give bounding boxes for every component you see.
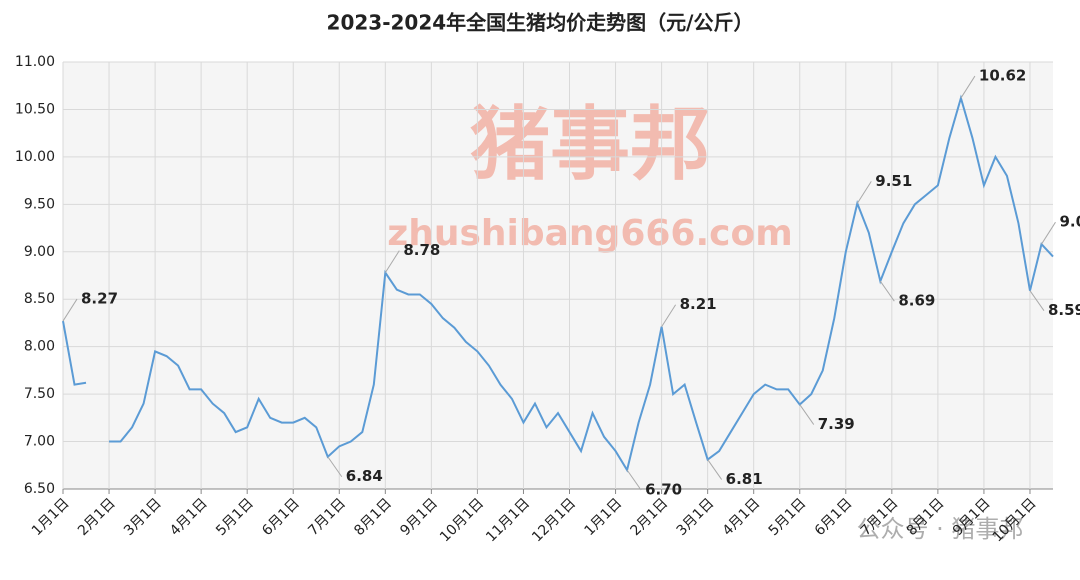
data-label: 8.21 <box>680 295 717 313</box>
leader-line <box>1041 221 1056 245</box>
y-tick-label: 11.00 <box>15 54 55 70</box>
leader-line <box>661 304 677 328</box>
x-tick-label: 4月1日 <box>167 495 211 539</box>
leader-line <box>62 298 78 322</box>
x-tick-label: 10月1日 <box>437 495 487 545</box>
y-tick-label: 10.00 <box>15 149 55 165</box>
x-tick-label: 1月1日 <box>581 495 625 539</box>
x-tick-label: 2月1日 <box>628 495 672 539</box>
data-label: 6.84 <box>346 467 383 485</box>
x-tick-label: 4月1日 <box>720 495 764 539</box>
leader-line <box>879 280 895 302</box>
leader-line <box>707 459 723 480</box>
leader-line <box>626 469 642 491</box>
x-tick-label: 2月1日 <box>75 495 119 539</box>
x-tick-label: 1月1日 <box>29 495 73 539</box>
data-label: 6.70 <box>645 481 682 499</box>
y-tick-label: 7.00 <box>24 434 55 450</box>
x-tick-label: 12月1日 <box>529 495 579 545</box>
data-label: 8.27 <box>81 290 118 308</box>
data-label: 10.62 <box>979 67 1026 85</box>
data-label: 6.81 <box>726 470 763 488</box>
line <box>109 94 1054 473</box>
x-tick-label: 5月1日 <box>766 495 810 539</box>
x-tick-label: 8月1日 <box>351 495 395 539</box>
x-tick-label: 6月1日 <box>812 495 856 539</box>
y-tick-label: 8.50 <box>24 291 55 307</box>
line <box>62 320 87 386</box>
watermark: zhushibang666.com <box>387 213 792 254</box>
x-tick-label: 9月1日 <box>397 495 441 539</box>
leader-line <box>960 75 976 99</box>
y-tick-label: 9.00 <box>24 244 55 260</box>
watermark: 公众号 · 猪事邦 <box>857 515 1024 543</box>
data-label: 8.78 <box>403 241 440 259</box>
data-label: 7.39 <box>818 415 855 433</box>
y-tick-label: 8.00 <box>24 339 55 355</box>
leader-line <box>856 181 872 204</box>
watermark: 猪事邦 <box>470 98 710 191</box>
x-tick-label: 3月1日 <box>121 495 165 539</box>
x-tick-label: 3月1日 <box>674 495 718 539</box>
leader-line <box>1029 290 1045 311</box>
chart-title: 2023-2024年全国生猪均价走势图（元/公斤） <box>327 11 754 35</box>
data-label: 9.51 <box>875 172 912 190</box>
x-tick-label: 7月1日 <box>305 495 349 539</box>
x-tick-label: 5月1日 <box>213 495 257 539</box>
x-tick-label: 11月1日 <box>483 495 533 545</box>
y-tick-label: 7.50 <box>24 386 55 402</box>
data-label: 9.08 <box>1059 213 1080 231</box>
leader-line <box>327 456 343 478</box>
leader-line <box>384 250 400 273</box>
data-label: 8.69 <box>898 292 935 310</box>
leader-line <box>799 404 815 425</box>
y-tick-label: 9.50 <box>24 196 55 212</box>
y-tick-label: 10.50 <box>15 101 55 117</box>
x-tick-label: 6月1日 <box>259 495 303 539</box>
data-label: 8.59 <box>1048 301 1080 319</box>
y-tick-label: 6.50 <box>24 481 55 497</box>
